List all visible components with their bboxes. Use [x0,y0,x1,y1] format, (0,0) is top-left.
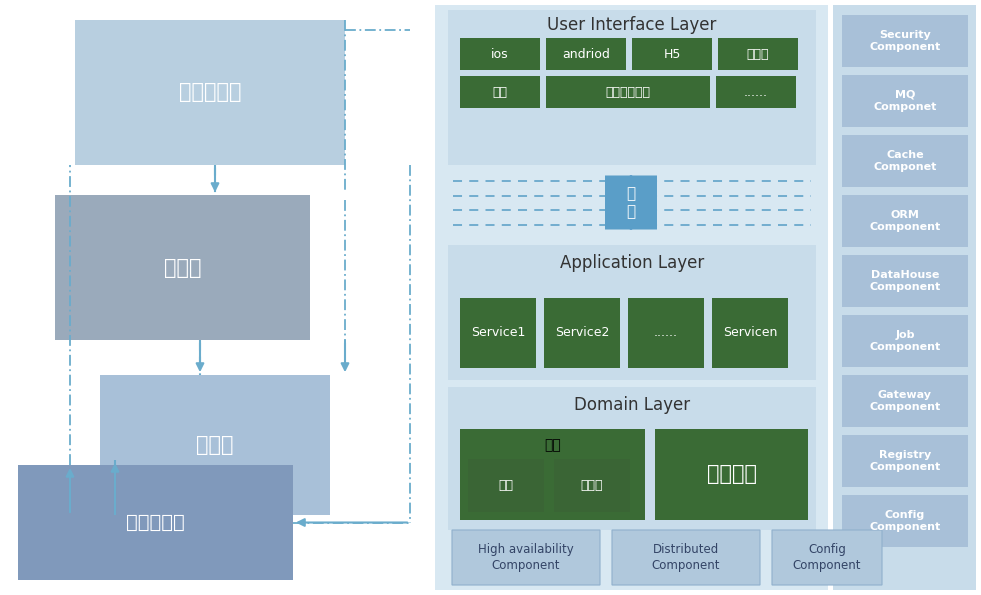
FancyBboxPatch shape [842,495,968,547]
FancyBboxPatch shape [842,135,968,187]
FancyBboxPatch shape [842,315,968,367]
FancyBboxPatch shape [842,375,968,427]
Text: Job
Component: Job Component [869,330,941,352]
FancyBboxPatch shape [100,375,330,515]
Text: 官网: 官网 [492,86,507,99]
FancyBboxPatch shape [632,38,712,70]
FancyBboxPatch shape [842,195,968,247]
Text: Service2: Service2 [555,327,609,340]
FancyBboxPatch shape [468,459,544,512]
FancyBboxPatch shape [842,75,968,127]
Text: Security
Component: Security Component [869,30,941,52]
FancyBboxPatch shape [452,530,600,585]
Text: Gateway
Component: Gateway Component [869,390,941,412]
Text: ......: ...... [744,86,768,99]
FancyBboxPatch shape [772,530,882,585]
Text: 聚合: 聚合 [544,438,561,452]
FancyBboxPatch shape [712,298,788,368]
Text: 基础设施层: 基础设施层 [127,513,184,532]
Text: 小程序: 小程序 [747,48,769,61]
Text: Application Layer: Application Layer [560,254,704,272]
Text: 实体: 实体 [498,479,513,492]
FancyBboxPatch shape [842,255,968,307]
FancyBboxPatch shape [544,298,620,368]
FancyBboxPatch shape [833,5,976,590]
FancyBboxPatch shape [448,245,816,380]
Text: andriod: andriod [562,48,610,61]
Text: H5: H5 [663,48,681,61]
FancyBboxPatch shape [655,429,808,520]
Text: 业务系统后台: 业务系统后台 [605,86,650,99]
Text: MQ
Componet: MQ Componet [873,90,937,112]
FancyBboxPatch shape [460,76,540,108]
Text: ......: ...... [654,327,678,340]
FancyBboxPatch shape [628,298,704,368]
FancyBboxPatch shape [546,38,626,70]
FancyBboxPatch shape [718,38,798,70]
Text: 值对象: 值对象 [581,479,603,492]
Text: 领域层: 领域层 [196,435,233,455]
Text: Registry
Component: Registry Component [869,450,941,472]
FancyBboxPatch shape [716,76,796,108]
Text: High availability
Component: High availability Component [478,543,574,572]
Text: ios: ios [491,48,509,61]
FancyBboxPatch shape [546,76,710,108]
FancyBboxPatch shape [448,387,816,530]
FancyBboxPatch shape [18,465,293,580]
Text: User Interface Layer: User Interface Layer [547,16,717,34]
Text: Config
Component: Config Component [869,510,941,532]
Text: 应用层: 应用层 [164,258,201,277]
FancyBboxPatch shape [435,5,828,590]
Text: Service1: Service1 [471,327,525,340]
FancyBboxPatch shape [460,298,536,368]
Text: 网
关: 网 关 [627,186,636,220]
Text: 用户接口层: 用户接口层 [179,83,241,102]
Text: Servicen: Servicen [723,327,777,340]
FancyBboxPatch shape [612,530,760,585]
FancyBboxPatch shape [448,10,816,165]
Text: DataHouse
Component: DataHouse Component [869,270,941,292]
FancyBboxPatch shape [460,38,540,70]
FancyBboxPatch shape [460,429,645,520]
FancyBboxPatch shape [554,459,630,512]
FancyBboxPatch shape [75,20,345,165]
Text: 领域服务: 领域服务 [706,465,756,484]
Text: ORM
Component: ORM Component [869,210,941,232]
FancyBboxPatch shape [55,195,310,340]
Text: Config
Component: Config Component [793,543,861,572]
Text: Domain Layer: Domain Layer [574,396,690,414]
FancyBboxPatch shape [605,176,657,230]
Text: Cache
Componet: Cache Componet [873,150,937,172]
FancyBboxPatch shape [842,435,968,487]
Text: Distributed
Component: Distributed Component [651,543,720,572]
FancyBboxPatch shape [842,15,968,67]
